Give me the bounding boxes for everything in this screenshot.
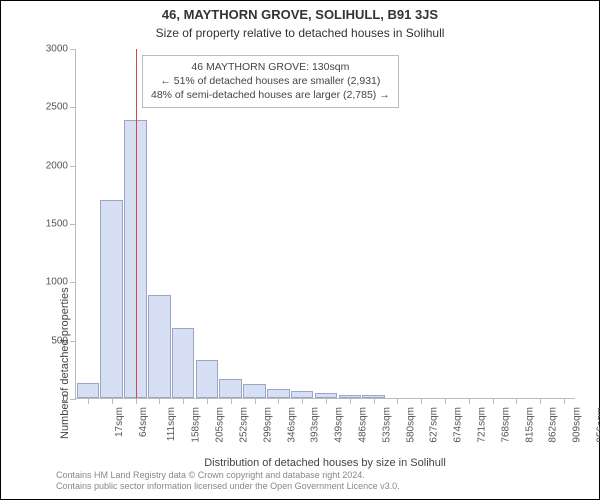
x-tick-label: 580sqm xyxy=(405,407,416,443)
histogram-bar xyxy=(315,393,338,398)
histogram-bar xyxy=(172,328,195,398)
x-tick xyxy=(159,399,160,404)
x-tick xyxy=(469,399,470,404)
x-tick-label: 205sqm xyxy=(215,407,226,443)
x-tick xyxy=(326,399,327,404)
x-tick xyxy=(564,399,565,404)
histogram-bar xyxy=(219,379,242,398)
x-tick-label: 158sqm xyxy=(191,407,202,443)
x-axis-label: Distribution of detached houses by size … xyxy=(204,457,446,469)
x-tick-label: 299sqm xyxy=(262,407,273,443)
x-tick xyxy=(421,399,422,404)
y-axis-label: Number of detached properties xyxy=(59,287,71,439)
x-tick-label: 111sqm xyxy=(166,407,177,441)
histogram-bar xyxy=(77,383,100,398)
histogram-bar xyxy=(148,295,171,398)
x-tick-label: 721sqm xyxy=(477,407,488,443)
x-tick xyxy=(207,399,208,404)
histogram-bar xyxy=(100,200,123,398)
x-tick xyxy=(540,399,541,404)
x-tick xyxy=(112,399,113,404)
x-tick-label: 862sqm xyxy=(548,407,559,443)
x-tick xyxy=(136,399,137,404)
x-tick-label: 486sqm xyxy=(358,407,369,443)
x-tick-label: 768sqm xyxy=(500,407,511,443)
x-tick xyxy=(88,399,89,404)
x-tick xyxy=(350,399,351,404)
histogram-bar xyxy=(362,395,385,398)
x-tick-label: 393sqm xyxy=(310,407,321,443)
footnote-line: Contains HM Land Registry data © Crown c… xyxy=(56,470,400,482)
x-tick xyxy=(302,399,303,404)
x-tick-label: 909sqm xyxy=(572,407,583,443)
annotation-line: 48% of semi-detached houses are larger (… xyxy=(151,88,390,102)
histogram-bar xyxy=(267,389,290,398)
footnote: Contains HM Land Registry data © Crown c… xyxy=(56,470,400,493)
histogram-bar xyxy=(339,395,362,399)
x-tick xyxy=(516,399,517,404)
x-tick xyxy=(231,399,232,404)
plot-area: 05001000150020002500300017sqm64sqm111sqm… xyxy=(75,49,575,399)
x-tick xyxy=(374,399,375,404)
y-tick-label: 2000 xyxy=(46,160,76,171)
x-tick-label: 439sqm xyxy=(334,407,345,443)
histogram-bar xyxy=(196,360,219,399)
y-tick-label: 3000 xyxy=(46,44,76,55)
x-tick-label: 815sqm xyxy=(524,407,535,443)
annotation-box: 46 MAYTHORN GROVE: 130sqm← 51% of detach… xyxy=(142,55,399,108)
footnote-line: Contains public sector information licen… xyxy=(56,481,400,493)
reference-line xyxy=(136,49,137,398)
x-tick xyxy=(255,399,256,404)
histogram-bar xyxy=(291,391,314,398)
x-tick-label: 17sqm xyxy=(114,407,125,437)
annotation-line: 46 MAYTHORN GROVE: 130sqm xyxy=(151,60,390,74)
x-tick xyxy=(397,399,398,404)
x-tick xyxy=(445,399,446,404)
x-tick-label: 627sqm xyxy=(429,407,440,443)
page-title: 46, MAYTHORN GROVE, SOLIHULL, B91 3JS xyxy=(1,7,599,22)
y-tick-label: 2500 xyxy=(46,102,76,113)
x-tick-label: 252sqm xyxy=(239,407,250,443)
x-tick-label: 346sqm xyxy=(286,407,297,443)
chart-subtitle: Size of property relative to detached ho… xyxy=(1,26,599,40)
x-tick xyxy=(278,399,279,404)
x-tick xyxy=(493,399,494,404)
x-tick-label: 674sqm xyxy=(453,407,464,443)
x-tick-label: 956sqm xyxy=(596,407,600,443)
x-tick-label: 533sqm xyxy=(381,407,392,443)
chart-area: 05001000150020002500300017sqm64sqm111sqm… xyxy=(45,49,575,429)
chart-container: { "title": "46, MAYTHORN GROVE, SOLIHULL… xyxy=(0,0,600,500)
x-tick xyxy=(183,399,184,404)
annotation-line: ← 51% of detached houses are smaller (2,… xyxy=(151,74,390,88)
x-tick-label: 64sqm xyxy=(138,407,149,437)
histogram-bar xyxy=(243,384,266,398)
y-tick-label: 1500 xyxy=(46,219,76,230)
